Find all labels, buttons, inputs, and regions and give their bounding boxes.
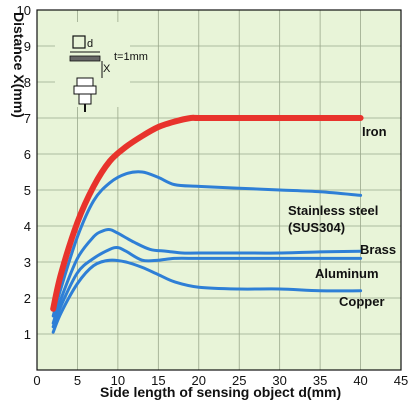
y-tick-label: 1 (24, 327, 31, 342)
inset-x-label: X (103, 63, 111, 75)
x-tick-label: 40 (353, 373, 367, 388)
y-tick-label: 8 (24, 75, 31, 90)
x-tick-label: 0 (33, 373, 40, 388)
target-plate-icon (69, 55, 101, 62)
x-tick-label: 45 (394, 373, 408, 388)
x-tick-label: 30 (272, 373, 286, 388)
x-tick-label: 35 (313, 373, 327, 388)
label-stainless-line2: (SUS304) (288, 220, 345, 235)
y-axis-title: Distance X(mm) (11, 12, 27, 118)
plot-frame (36, 9, 402, 371)
series-line-iron (50, 114, 364, 312)
series-lines (50, 114, 364, 334)
sensor-nut-icon (73, 85, 97, 95)
series-line-aluminum (51, 246, 363, 329)
y-tick-label: 10 (17, 3, 31, 18)
inset-t-label: t=1mm (114, 51, 148, 63)
target-square-icon (72, 35, 86, 49)
series-line-stainless-steel-sus304 (51, 170, 363, 318)
series-line-brass (51, 228, 363, 325)
series-labels: Iron Stainless steel (SUS304) Brass Alum… (288, 124, 396, 309)
y-tick-labels: 1 2 3 4 5 6 7 8 9 10 (17, 3, 31, 342)
label-iron: Iron (362, 124, 387, 139)
y-tick-label: 3 (24, 255, 31, 270)
label-stainless-line1: Stainless steel (288, 203, 378, 218)
x-axis-title: Side length of sensing object d(mm) (100, 384, 341, 400)
label-copper: Copper (339, 294, 385, 309)
series-line-copper (51, 258, 363, 334)
sensor-diagram: d t=1mm X (55, 22, 148, 112)
x-tick-label: 15 (151, 373, 165, 388)
sensor-body-icon (78, 93, 92, 105)
inset-d-label: d (87, 38, 93, 50)
x-tick-label: 10 (111, 373, 125, 388)
y-tick-label: 7 (24, 111, 31, 126)
y-tick-label: 4 (24, 219, 31, 234)
x-tick-label: 25 (232, 373, 246, 388)
y-tick-label: 9 (24, 39, 31, 54)
x-tick-label: 20 (192, 373, 206, 388)
x-tick-label: 5 (74, 373, 81, 388)
y-tick-label: 6 (24, 147, 31, 162)
label-aluminum: Aluminum (315, 266, 379, 281)
sensor-head-icon (76, 77, 94, 87)
x-tick-labels: 0 5 10 15 20 25 30 35 40 45 (33, 373, 408, 388)
y-tick-label: 2 (24, 291, 31, 306)
y-tick-label: 5 (24, 183, 31, 198)
label-brass: Brass (360, 242, 396, 257)
